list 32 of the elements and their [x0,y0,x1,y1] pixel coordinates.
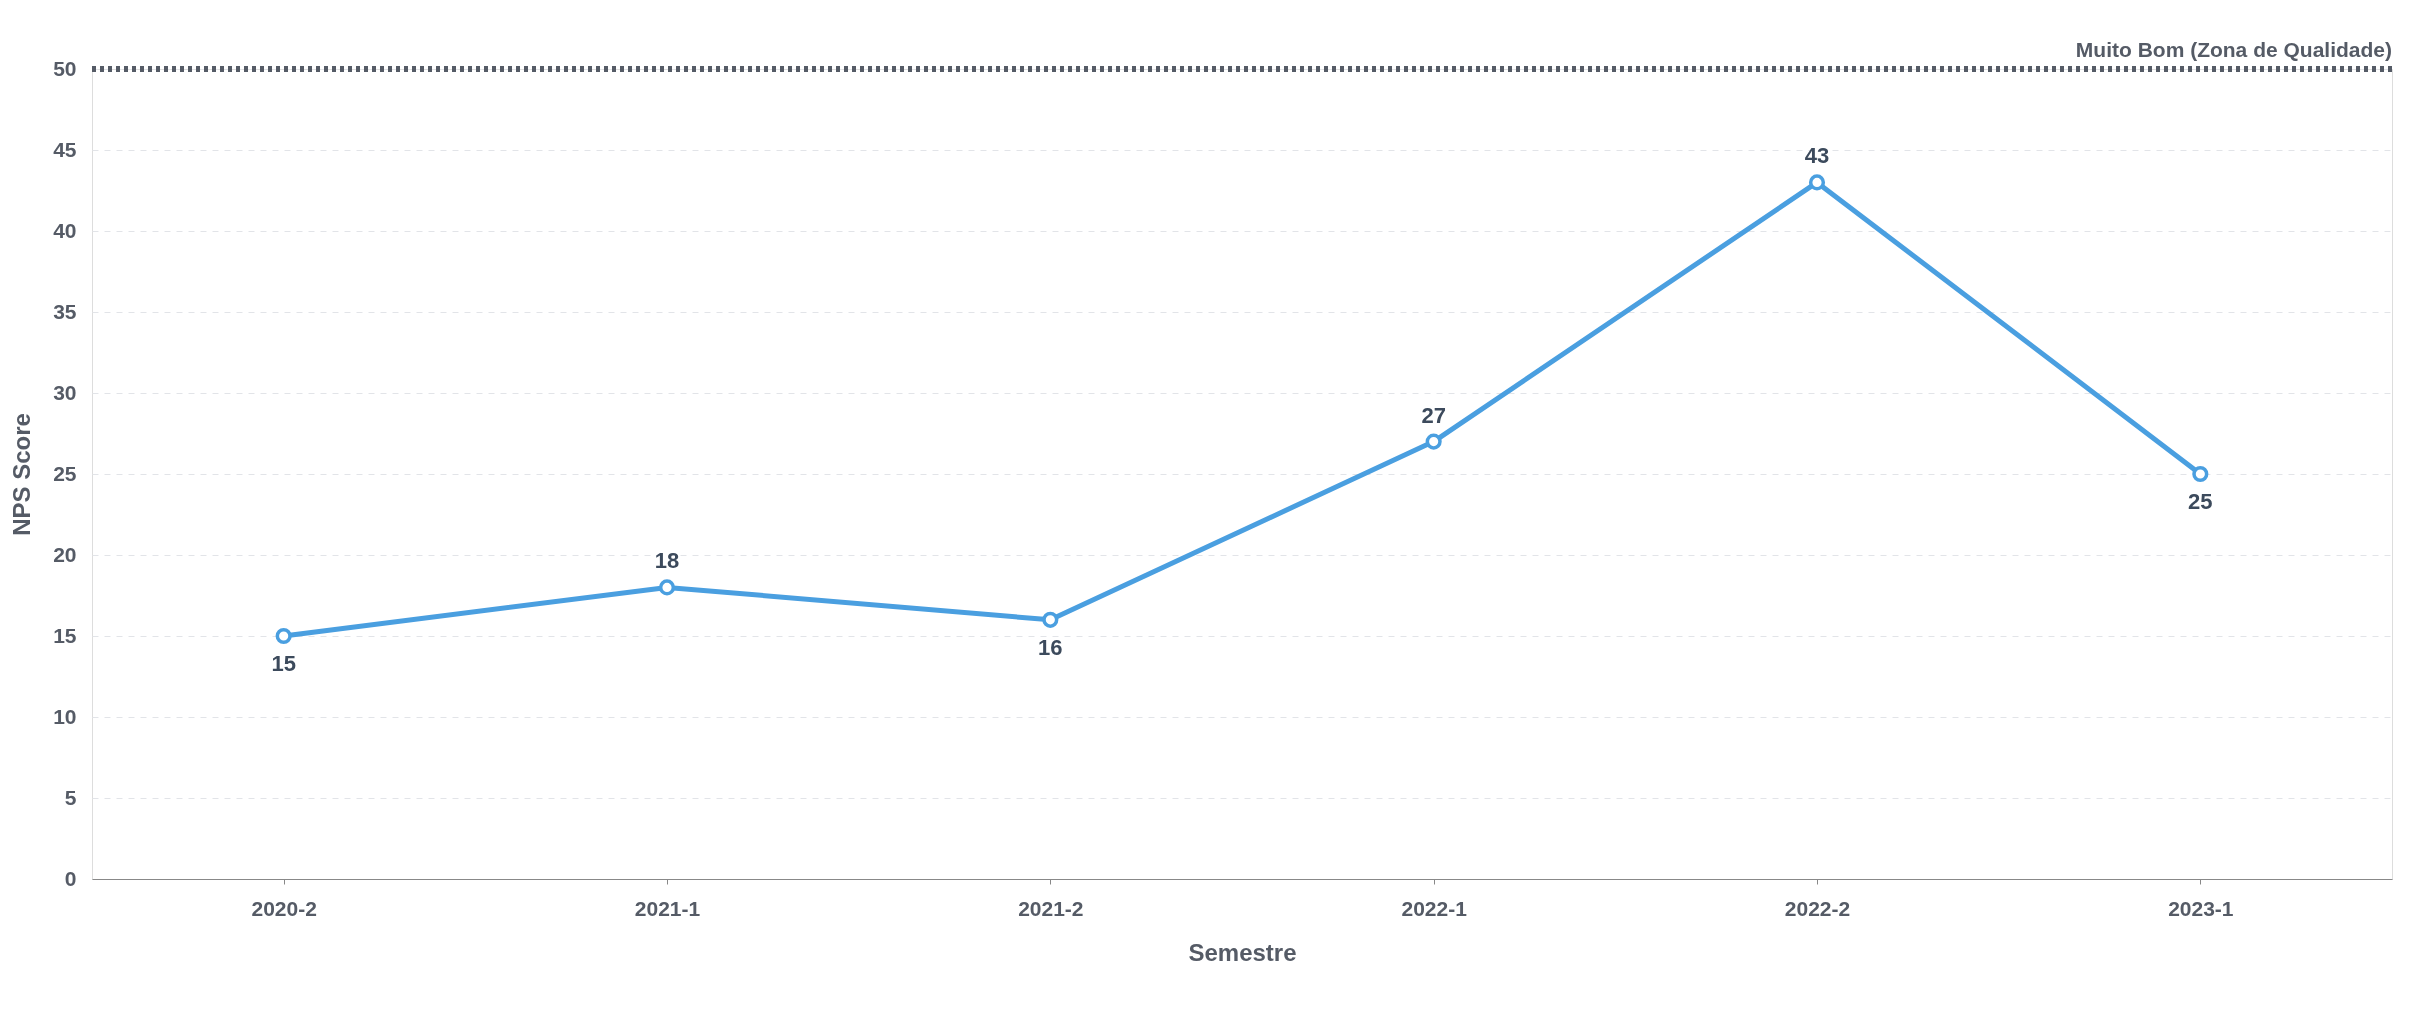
x-tick-label: 2022-1 [1401,896,1468,920]
point [658,579,676,596]
data-label: 18 [654,548,680,574]
ref-line-label: Muito Bom (Zona de Qualidade) [2075,38,2392,61]
x-axis-title: Semestre [1188,938,1297,966]
y-tick-label: 20 [53,542,77,566]
data-label: 16 [1038,634,1063,660]
y-tick-label: 30 [53,380,77,404]
y-tick-label: 5 [64,785,77,809]
y-tick-label: 50 [53,56,77,80]
point [275,627,292,645]
x-tick-label: 2023-1 [2168,896,2234,920]
data-label: 43 [1804,143,1830,169]
data-label: 25 [2188,489,2213,514]
y-axis-title: NPS Score [8,413,36,536]
point [2192,465,2209,483]
y-tick-label: 0 [64,866,77,890]
point [1042,611,1059,628]
y-tick-label: 40 [53,218,77,242]
data-label: 27 [1421,402,1446,428]
x-tick-label: 2022-2 [1784,896,1851,920]
point [1425,433,1442,450]
x-tick-label: 2020-2 [251,896,317,920]
y-tick-label: 35 [53,299,77,323]
x-tick-label: 2021-1 [634,896,701,920]
y-tick-label: 10 [53,704,77,728]
data-label: 15 [271,651,296,676]
y-tick-label: 45 [53,137,77,161]
point [1808,174,1826,191]
y-tick-label: 15 [53,623,77,647]
x-tick-label: 2021-2 [1018,896,1084,920]
y-tick-label: 25 [53,461,77,485]
